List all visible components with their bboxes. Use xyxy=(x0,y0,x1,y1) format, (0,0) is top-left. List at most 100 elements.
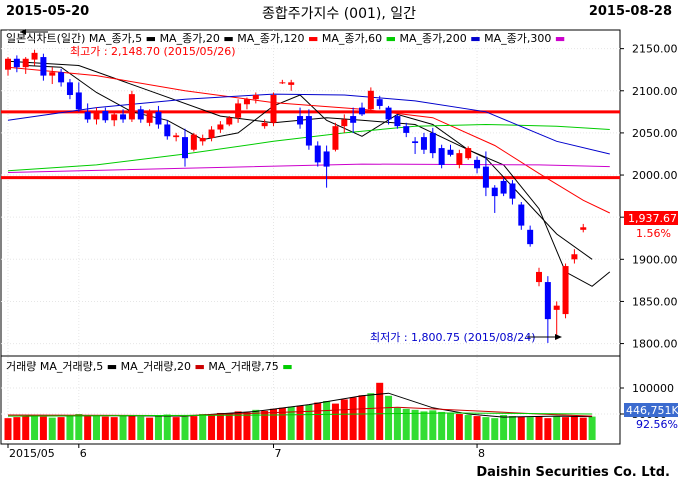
candle-body xyxy=(314,145,321,163)
candles xyxy=(5,49,587,343)
date-tick-label: 7 xyxy=(275,447,282,460)
volume-bar xyxy=(57,417,65,440)
candle-body xyxy=(376,99,383,106)
candle-body xyxy=(332,126,339,150)
low-annotation: 최저가 : 1,800.75 (2015/08/24) xyxy=(370,331,536,344)
volume-bar xyxy=(243,412,251,440)
price-moving-averages xyxy=(7,60,611,287)
volume-bar xyxy=(376,382,384,440)
volume-bar xyxy=(31,415,39,440)
legend-swatch: ▬ xyxy=(470,32,484,45)
volume-bar xyxy=(172,417,180,440)
price-ma-line xyxy=(7,66,611,214)
volume-bar xyxy=(420,411,428,440)
volume-bar xyxy=(579,417,587,440)
volume-bar xyxy=(199,414,207,440)
volume-tick-label: 100000 xyxy=(632,382,674,395)
volume-bar xyxy=(331,403,339,440)
candle-body xyxy=(111,114,118,121)
candle-body xyxy=(341,119,348,127)
volume-bar xyxy=(146,417,154,440)
volume-bar xyxy=(48,417,56,440)
last-volume: 446,751K xyxy=(626,404,678,417)
volume-bar xyxy=(447,412,454,440)
volume-pct: 92.56% xyxy=(636,418,678,431)
volume-bar xyxy=(482,417,490,440)
legend-swatch: ▬ xyxy=(282,360,292,373)
candle-body xyxy=(509,183,516,199)
candle-body xyxy=(270,94,277,123)
candle-body xyxy=(217,124,224,130)
volume-bar xyxy=(305,404,313,440)
date-tick-label: 8 xyxy=(478,447,485,460)
volume-bar xyxy=(287,406,295,440)
candle-body xyxy=(102,110,109,121)
legend-item-label: MA_거래량,20 xyxy=(121,360,195,373)
volume-bar xyxy=(261,410,269,440)
candle-body xyxy=(164,124,171,137)
volume-bar xyxy=(367,393,375,440)
candle-body xyxy=(367,90,374,110)
candle-body xyxy=(420,137,427,150)
candle-body xyxy=(536,271,542,283)
volume-bar xyxy=(491,418,499,440)
volume-bar xyxy=(500,415,508,440)
low-arrow-head xyxy=(555,334,562,340)
candle-body xyxy=(137,109,144,120)
candle-body xyxy=(13,58,20,68)
volume-bar xyxy=(181,416,189,440)
date-tick-label: 6 xyxy=(80,447,87,460)
legend-item-label: MA_거래량,5 xyxy=(40,360,107,373)
candle-body xyxy=(412,141,419,144)
legend-item-label: MA_종가,60 xyxy=(322,32,386,45)
price-axis-ticks: 1800.001850.001900.001950.002000.002050.… xyxy=(620,43,678,351)
volume-bar xyxy=(225,413,233,440)
candle-body xyxy=(40,57,47,76)
volume-bar xyxy=(464,415,472,440)
volume-bar xyxy=(473,416,481,440)
price-tick-label: 2050.00 xyxy=(632,127,678,140)
legend-swatch: ▬ xyxy=(107,360,121,373)
candle-body xyxy=(474,159,481,169)
candle-body xyxy=(208,129,215,138)
candle-body xyxy=(491,187,498,197)
volume-bar xyxy=(544,418,552,440)
candle-body xyxy=(146,111,153,123)
volume-bar xyxy=(296,405,304,440)
volume-bar xyxy=(411,409,419,440)
candle-body xyxy=(252,94,259,100)
price-tick-label: 1900.00 xyxy=(632,253,678,266)
volume-bar xyxy=(216,412,224,440)
legend-item-label: MA_거래량,75 xyxy=(208,360,282,373)
date-axis-ticks: 2015/05 6 7 8 xyxy=(7,444,485,460)
candle-body xyxy=(500,180,507,194)
price-legend: 일본식차트(일간) MA_종가,5 ▬ MA_종가,20 ▬ MA_종가,120… xyxy=(6,31,565,45)
candle-body xyxy=(279,82,286,84)
price-tick-label: 2000.00 xyxy=(632,169,678,182)
legend-item-label: MA_종가,120 xyxy=(237,32,308,45)
volume-bar xyxy=(234,411,242,440)
volume-bar xyxy=(314,402,322,440)
candle-body xyxy=(544,282,551,320)
candle-body xyxy=(155,111,162,125)
date-tick-label: 2015/05 xyxy=(9,447,55,460)
candle-body xyxy=(22,58,29,68)
candle-body xyxy=(261,122,268,127)
volume-bar xyxy=(278,407,286,440)
candle-body xyxy=(199,137,206,142)
volume-bar xyxy=(4,418,12,440)
volume-bar xyxy=(508,416,516,440)
candle-body xyxy=(5,58,11,70)
brand-label: Daishin Securities Co. Ltd. xyxy=(476,465,670,480)
candle-body xyxy=(385,107,392,120)
start-date: 2015-05-20 xyxy=(6,4,90,19)
candle-body xyxy=(518,204,525,226)
volume-bars xyxy=(4,382,596,440)
last-price: 1,937.67 xyxy=(628,212,677,225)
candle-body xyxy=(305,116,312,146)
volume-bar xyxy=(119,416,127,440)
volume-bar xyxy=(517,416,525,440)
price-tick-label: 2100.00 xyxy=(632,85,678,98)
price-tick-label: 1800.00 xyxy=(632,338,678,351)
